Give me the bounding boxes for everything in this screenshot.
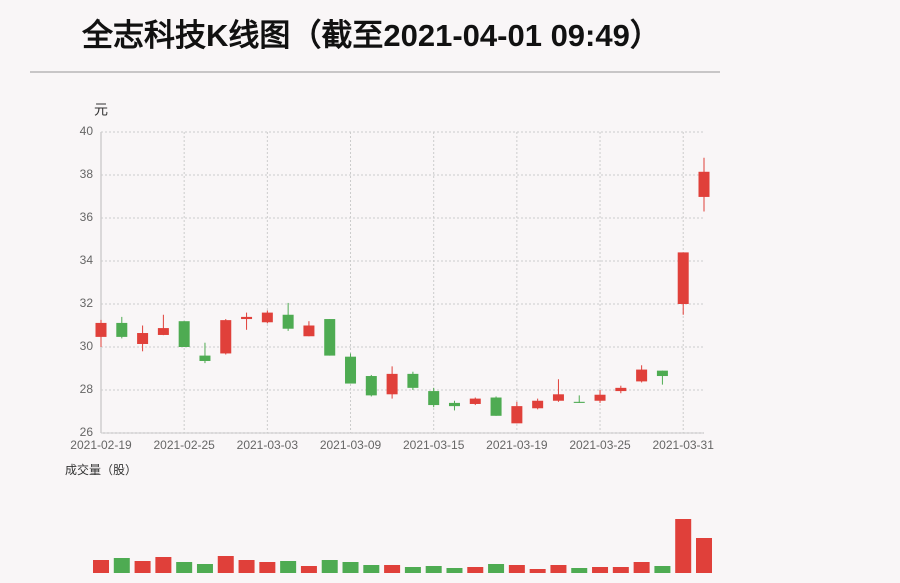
candle-body bbox=[594, 394, 606, 401]
volume-bar bbox=[280, 561, 297, 573]
x-tick-label: 2021-03-25 bbox=[569, 438, 631, 452]
x-tick-label: 2021-02-25 bbox=[153, 438, 215, 452]
y-tick-label: 34 bbox=[80, 253, 94, 267]
volume-bar bbox=[155, 557, 172, 573]
candle-body bbox=[448, 402, 460, 407]
x-tick-label: 2021-03-03 bbox=[237, 438, 299, 452]
candle-body bbox=[241, 316, 253, 320]
y-tick-label: 38 bbox=[80, 167, 94, 181]
x-tick-label: 2021-03-09 bbox=[320, 438, 382, 452]
candle-body bbox=[303, 325, 315, 337]
x-tick-label: 2021-03-19 bbox=[486, 438, 548, 452]
volume-bar bbox=[363, 565, 380, 573]
volume-bar bbox=[571, 568, 588, 573]
candle-body bbox=[469, 398, 481, 404]
candle-body bbox=[324, 319, 336, 356]
volume-bar bbox=[342, 562, 359, 573]
volume-bar bbox=[321, 560, 338, 573]
volume-bar bbox=[134, 561, 151, 573]
volume-bar bbox=[508, 565, 525, 573]
candle-body bbox=[532, 400, 544, 409]
y-tick-label: 40 bbox=[80, 124, 94, 138]
candle-body bbox=[116, 322, 128, 337]
candle-body bbox=[386, 373, 398, 395]
volume-bar bbox=[425, 566, 442, 573]
x-tick-label: 2021-02-19 bbox=[70, 438, 132, 452]
volume-bar bbox=[467, 567, 484, 573]
candle-body bbox=[428, 391, 440, 406]
candle-body bbox=[345, 356, 357, 384]
volume-bar bbox=[300, 566, 317, 573]
volume-bar bbox=[550, 565, 567, 573]
volume-bar bbox=[654, 566, 671, 573]
y-axis-label: 元 bbox=[94, 102, 108, 118]
y-tick-label: 36 bbox=[80, 210, 94, 224]
volume-bar bbox=[217, 556, 234, 573]
volume-bar bbox=[592, 567, 609, 573]
volume-bar bbox=[612, 567, 629, 573]
y-tick-label: 26 bbox=[80, 425, 94, 439]
candle-body bbox=[552, 394, 564, 401]
volume-bar bbox=[633, 562, 650, 573]
volume-bar bbox=[384, 565, 401, 573]
candle-body bbox=[157, 328, 169, 335]
chart-title: 全志科技K线图（截至2021-04-01 09:49） bbox=[81, 18, 661, 53]
volume-bar bbox=[259, 562, 276, 573]
x-tick-label: 2021-03-15 bbox=[403, 438, 465, 452]
candle-body bbox=[636, 369, 648, 382]
volume-bar bbox=[675, 519, 692, 573]
volume-bar bbox=[529, 569, 546, 573]
x-tick-label: 2021-03-31 bbox=[653, 438, 715, 452]
volume-bar bbox=[113, 558, 130, 573]
y-tick-label: 28 bbox=[80, 382, 94, 396]
candle-body bbox=[656, 370, 668, 377]
candle-body bbox=[199, 355, 211, 361]
volume-bar bbox=[238, 560, 255, 573]
candle-body bbox=[511, 406, 523, 424]
volume-bar bbox=[696, 538, 712, 573]
candle-body bbox=[573, 401, 585, 403]
candle-body bbox=[698, 171, 710, 197]
candle-body bbox=[677, 252, 689, 304]
candle-body bbox=[95, 322, 107, 337]
candle-body bbox=[615, 387, 627, 392]
volume-bar bbox=[196, 564, 213, 573]
volume-bar bbox=[176, 562, 193, 573]
y-tick-label: 30 bbox=[80, 339, 94, 353]
candle-body bbox=[137, 333, 149, 344]
candle-body bbox=[365, 376, 377, 396]
volume-bar bbox=[446, 568, 463, 573]
candle-body bbox=[220, 320, 232, 354]
candle-body bbox=[407, 373, 419, 388]
y-tick-label: 32 bbox=[80, 296, 94, 310]
volume-bar bbox=[93, 560, 109, 573]
volume-bar bbox=[488, 564, 505, 573]
volume-label: 成交量（股） bbox=[65, 462, 137, 477]
candle-body bbox=[178, 321, 190, 347]
candle-body bbox=[490, 397, 502, 416]
candle-body bbox=[261, 312, 273, 323]
candle-body bbox=[282, 314, 294, 329]
volume-bar bbox=[404, 567, 421, 573]
